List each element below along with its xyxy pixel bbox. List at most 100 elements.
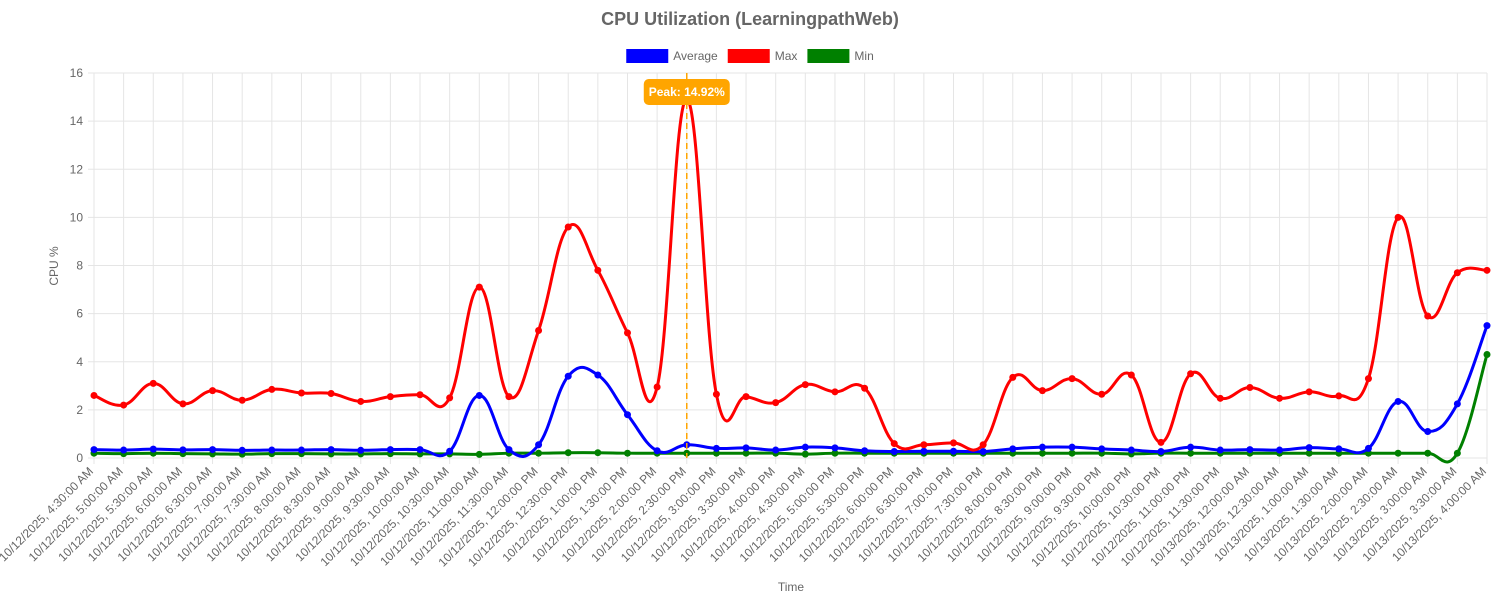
data-point-min[interactable] (1394, 449, 1402, 457)
data-point-max[interactable] (238, 396, 246, 404)
data-point-average[interactable] (475, 391, 483, 399)
data-point-average[interactable] (1483, 322, 1491, 330)
data-point-average[interactable] (653, 447, 661, 455)
data-point-min[interactable] (831, 449, 839, 457)
data-point-max[interactable] (535, 326, 543, 334)
data-point-max[interactable] (209, 387, 217, 395)
data-point-average[interactable] (1127, 446, 1135, 454)
data-point-max[interactable] (446, 394, 454, 402)
data-point-average[interactable] (920, 447, 928, 455)
data-point-average[interactable] (179, 446, 187, 454)
data-point-max[interactable] (594, 266, 602, 274)
data-point-average[interactable] (1038, 443, 1046, 451)
data-point-min[interactable] (594, 449, 602, 457)
data-point-average[interactable] (416, 446, 424, 454)
data-point-average[interactable] (1009, 445, 1017, 453)
data-point-min[interactable] (1038, 449, 1046, 457)
data-point-max[interactable] (416, 391, 424, 399)
data-point-average[interactable] (535, 441, 543, 449)
data-point-average[interactable] (238, 446, 246, 454)
data-point-average[interactable] (90, 446, 98, 454)
data-point-average[interactable] (505, 446, 513, 454)
data-point-average[interactable] (357, 446, 365, 454)
data-point-max[interactable] (90, 391, 98, 399)
data-point-max[interactable] (1157, 438, 1165, 446)
data-point-max[interactable] (357, 397, 365, 405)
data-point-average[interactable] (1246, 446, 1254, 454)
data-point-max[interactable] (1276, 394, 1284, 402)
data-point-max[interactable] (386, 393, 394, 401)
data-point-min[interactable] (623, 449, 631, 457)
data-point-average[interactable] (564, 372, 572, 380)
data-point-min[interactable] (1068, 449, 1076, 457)
data-point-min[interactable] (1453, 449, 1461, 457)
data-point-max[interactable] (1483, 266, 1491, 274)
legend-item-max[interactable]: Max (727, 49, 798, 63)
data-point-average[interactable] (861, 447, 869, 455)
data-point-max[interactable] (179, 400, 187, 408)
data-point-min[interactable] (475, 450, 483, 458)
data-point-max[interactable] (1127, 371, 1135, 379)
data-point-average[interactable] (120, 446, 128, 454)
data-point-max[interactable] (1424, 312, 1432, 320)
data-point-max[interactable] (297, 389, 305, 397)
data-point-average[interactable] (209, 446, 217, 454)
data-point-max[interactable] (1038, 387, 1046, 395)
data-point-average[interactable] (1394, 397, 1402, 405)
data-point-average[interactable] (268, 446, 276, 454)
data-point-average[interactable] (1098, 445, 1106, 453)
data-point-average[interactable] (1335, 445, 1343, 453)
data-point-max[interactable] (149, 379, 157, 387)
data-point-min[interactable] (535, 449, 543, 457)
data-point-min[interactable] (1187, 449, 1195, 457)
data-point-min[interactable] (712, 449, 720, 457)
data-point-min[interactable] (1305, 449, 1313, 457)
data-point-max[interactable] (1068, 375, 1076, 383)
data-point-max[interactable] (712, 390, 720, 398)
data-point-average[interactable] (979, 448, 987, 456)
data-point-max[interactable] (1246, 383, 1254, 391)
data-point-max[interactable] (801, 381, 809, 389)
data-point-max[interactable] (979, 441, 987, 449)
data-point-max[interactable] (1335, 392, 1343, 400)
data-point-max[interactable] (268, 385, 276, 393)
data-point-average[interactable] (1216, 446, 1224, 454)
data-point-average[interactable] (742, 444, 750, 452)
data-point-average[interactable] (950, 447, 958, 455)
data-point-max[interactable] (653, 383, 661, 391)
data-point-average[interactable] (1187, 443, 1195, 451)
data-point-average[interactable] (831, 444, 839, 452)
data-point-average[interactable] (890, 448, 898, 456)
data-point-max[interactable] (1305, 388, 1313, 396)
data-point-average[interactable] (327, 446, 335, 454)
data-point-average[interactable] (446, 447, 454, 455)
data-point-average[interactable] (772, 446, 780, 454)
data-point-average[interactable] (623, 411, 631, 419)
data-point-max[interactable] (1098, 390, 1106, 398)
data-point-max[interactable] (890, 440, 898, 448)
data-point-average[interactable] (1453, 400, 1461, 408)
legend-item-min[interactable]: Min (807, 49, 874, 63)
data-point-max[interactable] (623, 329, 631, 337)
data-point-average[interactable] (149, 445, 157, 453)
data-point-min[interactable] (564, 449, 572, 457)
data-point-average[interactable] (1305, 444, 1313, 452)
data-point-average[interactable] (386, 446, 394, 454)
data-point-min[interactable] (1483, 351, 1491, 359)
data-point-max[interactable] (1453, 269, 1461, 277)
data-point-max[interactable] (1009, 373, 1017, 381)
data-point-average[interactable] (297, 446, 305, 454)
data-point-min[interactable] (1424, 449, 1432, 457)
data-point-max[interactable] (1394, 213, 1402, 221)
data-point-max[interactable] (1364, 375, 1372, 383)
data-point-max[interactable] (564, 223, 572, 231)
data-point-max[interactable] (772, 399, 780, 407)
data-point-average[interactable] (801, 443, 809, 451)
legend-item-average[interactable]: Average (626, 49, 718, 63)
data-point-max[interactable] (831, 388, 839, 396)
data-point-max[interactable] (1187, 370, 1195, 378)
data-point-average[interactable] (1424, 428, 1432, 436)
data-point-average[interactable] (594, 371, 602, 379)
data-point-min[interactable] (742, 449, 750, 457)
data-point-max[interactable] (327, 390, 335, 398)
